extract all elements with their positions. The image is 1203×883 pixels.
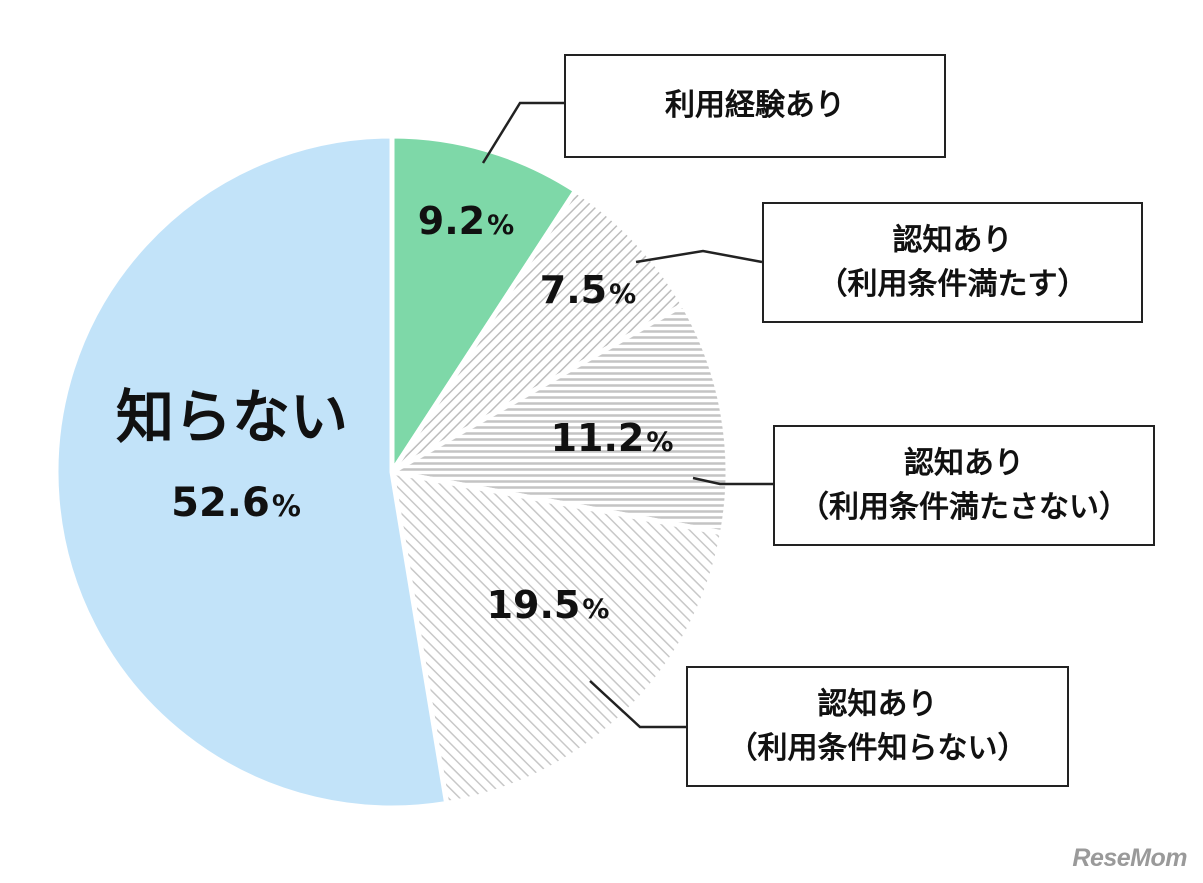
leader-line-aware-eligible xyxy=(635,249,763,264)
pie-slice-experienced xyxy=(389,133,579,475)
callout-line2: （利用条件満たさない） xyxy=(799,489,1129,525)
callout-line1: 認知あり xyxy=(904,446,1024,481)
leader-line-experienced xyxy=(481,101,564,164)
data-label-unaware: 52.6% xyxy=(171,480,301,526)
pie-slice-unaware xyxy=(53,133,450,811)
data-label-aware-unknown: 19.5% xyxy=(487,583,610,627)
leader-line-aware-unknown xyxy=(589,680,686,729)
data-label-experienced: 9.2% xyxy=(418,199,514,243)
callout-line1: 認知あり xyxy=(817,687,938,722)
pie-slice-aware-eligible xyxy=(389,188,686,475)
callout-experienced: 利用経験あり xyxy=(564,54,946,158)
callout-line2: （利用条件満たす） xyxy=(817,266,1088,302)
callout-aware-ineligible: 認知あり （利用条件満たさない） xyxy=(773,425,1155,546)
data-label-aware-eligible: 7.5% xyxy=(540,268,636,312)
callout-aware-unknown: 認知あり （利用条件知らない） xyxy=(686,666,1069,787)
leader-line-aware-ineligible xyxy=(692,476,773,486)
pie-slice-aware-unknown xyxy=(389,469,725,807)
callout-line2: （利用条件知らない） xyxy=(727,730,1028,766)
callout-aware-eligible: 認知あり （利用条件満たす） xyxy=(762,202,1143,323)
data-label-aware-ineligible: 11.2% xyxy=(551,416,674,460)
slice-category-label: 知らない xyxy=(116,383,348,451)
watermark-logo: ReseMom xyxy=(1072,844,1187,872)
callout-line1: 利用経験あり xyxy=(665,88,845,124)
callout-line1: 認知あり xyxy=(892,223,1013,258)
pie-slice-aware-ineligible xyxy=(389,302,731,536)
